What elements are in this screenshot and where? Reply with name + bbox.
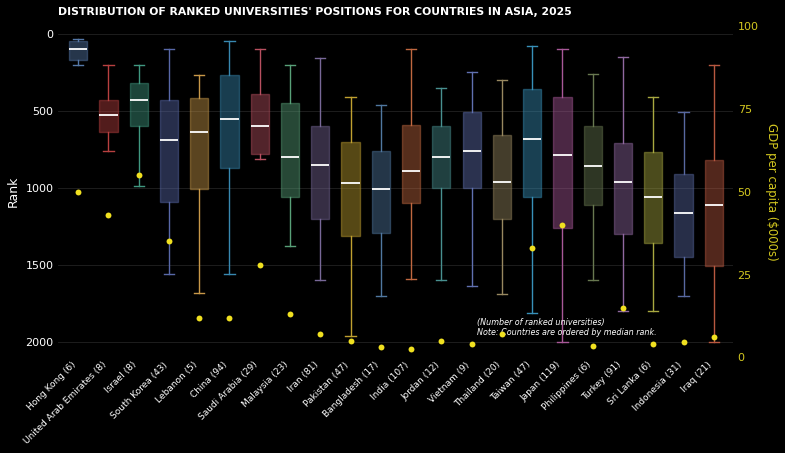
Point: [526, 245, 539, 252]
Point: [72, 188, 85, 195]
Bar: [583, 126, 602, 205]
Point: [254, 261, 266, 268]
Point: [647, 341, 659, 348]
Bar: [100, 100, 118, 132]
Text: DISTRIBUTION OF RANKED UNIVERSITIES' POSITIONS FOR COUNTRIES IN ASIA, 2025: DISTRIBUTION OF RANKED UNIVERSITIES' POS…: [59, 7, 572, 17]
Point: [162, 238, 175, 245]
Point: [435, 337, 447, 344]
Bar: [69, 42, 87, 60]
Bar: [553, 97, 571, 228]
Point: [495, 331, 508, 338]
Point: [102, 211, 115, 218]
Bar: [493, 135, 511, 219]
Bar: [402, 125, 420, 203]
Bar: [462, 112, 480, 188]
Bar: [644, 152, 663, 243]
Bar: [130, 83, 148, 126]
Bar: [250, 94, 268, 154]
Bar: [433, 126, 451, 188]
Text: (Number of ranked universities)
Note: Countries are ordered by median rank.: (Number of ranked universities) Note: Co…: [477, 318, 656, 337]
Point: [707, 334, 720, 341]
Point: [283, 311, 296, 318]
Point: [193, 314, 206, 321]
Bar: [221, 75, 239, 168]
Point: [556, 221, 568, 228]
Point: [617, 304, 630, 311]
Bar: [705, 160, 723, 266]
Y-axis label: Rank: Rank: [7, 176, 20, 207]
Point: [374, 344, 387, 351]
Bar: [160, 100, 178, 202]
Point: [405, 346, 418, 353]
Point: [586, 342, 599, 349]
Bar: [674, 174, 692, 257]
Bar: [190, 98, 208, 189]
Bar: [281, 103, 299, 197]
Bar: [614, 143, 632, 234]
Bar: [311, 126, 330, 219]
Point: [133, 172, 145, 179]
Point: [466, 341, 478, 348]
Bar: [372, 151, 390, 232]
Point: [677, 339, 690, 346]
Y-axis label: GDP per capita ($000s): GDP per capita ($000s): [765, 123, 778, 260]
Bar: [341, 142, 360, 236]
Bar: [523, 89, 541, 197]
Point: [314, 331, 327, 338]
Point: [223, 314, 235, 321]
Point: [345, 337, 357, 344]
